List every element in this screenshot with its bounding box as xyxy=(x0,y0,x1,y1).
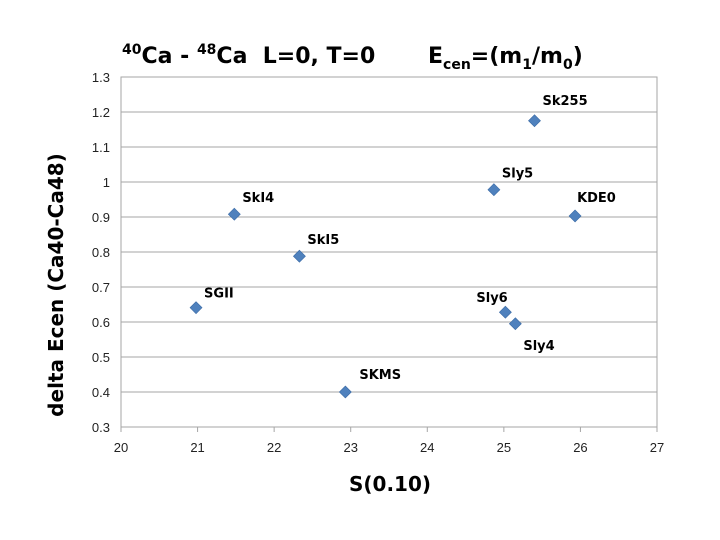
title-iso2-mass: 48 xyxy=(197,42,216,58)
y-tick-label: 0.9 xyxy=(92,210,110,225)
data-point-sly6 xyxy=(498,305,512,319)
point-label-sk255: Sk255 xyxy=(542,94,587,109)
title-energy-subscript: cen xyxy=(443,57,471,73)
y-tick-labels: 0.3 0.4 0.5 0.6 0.7 0.8 0.9 1 1.1 1.2 1.3 xyxy=(92,70,110,435)
point-label-skms: SKMS xyxy=(359,368,401,383)
y-tick-label: 1.2 xyxy=(92,105,110,120)
y-tick-label: 0.7 xyxy=(92,280,110,295)
point-label-ski5: SkI5 xyxy=(307,233,339,248)
data-point-sly4 xyxy=(508,317,522,331)
y-tick-label: 1.3 xyxy=(92,70,110,85)
title-energy: E xyxy=(428,44,443,69)
data-point-kde0 xyxy=(568,209,582,223)
point-label-kde0: KDE0 xyxy=(577,191,616,206)
title-separator: - xyxy=(172,44,196,69)
title-iso1-mass: 40 xyxy=(122,42,142,58)
title-equals: =(m xyxy=(471,44,522,69)
data-point-sly5 xyxy=(487,183,501,197)
x-tick-label: 22 xyxy=(267,440,281,455)
x-tick-label: 27 xyxy=(650,440,664,455)
title-close: ) xyxy=(573,44,583,69)
data-point-ski5 xyxy=(292,249,306,263)
y-tick-label: 0.6 xyxy=(92,315,110,330)
x-tick-label: 20 xyxy=(114,440,128,455)
title-slash: /m xyxy=(532,44,563,69)
chart-title-right: Ecen=(m1/m0) xyxy=(428,44,583,73)
point-labels: Sk255 Sly5 KDE0 SkI4 SkI5 SGII Sly6 Sly4 SKMS xyxy=(204,94,616,383)
y-tick-label: 0.3 xyxy=(92,420,110,435)
y-tick-label: 0.4 xyxy=(92,385,110,400)
data-points xyxy=(189,114,582,399)
x-tick-label: 25 xyxy=(497,440,511,455)
x-axis-label: S(0.10) xyxy=(349,472,431,496)
data-point-sgii xyxy=(189,301,203,315)
point-label-sly6: Sly6 xyxy=(476,291,507,306)
chart-title-left: 40Ca - 48Ca L=0, T=0 xyxy=(122,42,375,69)
title-iso2-symbol: Ca xyxy=(216,44,247,69)
point-label-sgii: SGII xyxy=(204,287,234,302)
point-label-ski4: SkI4 xyxy=(242,191,274,206)
y-tick-label: 1.1 xyxy=(92,140,110,155)
y-tick-label: 0.8 xyxy=(92,245,110,260)
data-point-ski4 xyxy=(227,207,241,221)
x-tick-label: 24 xyxy=(420,440,434,455)
y-axis-label: delta Ecen (Ca40-Ca48) xyxy=(44,153,68,417)
x-tick-labels: 20 21 22 23 24 25 26 27 xyxy=(114,427,664,455)
x-tick-label: 21 xyxy=(190,440,204,455)
title-m0-subscript: 0 xyxy=(563,57,573,73)
x-tick-label: 23 xyxy=(343,440,357,455)
title-conditions: L=0, T=0 xyxy=(247,44,375,69)
gridlines xyxy=(121,76,657,428)
data-point-skms xyxy=(338,385,352,399)
y-tick-label: 1 xyxy=(103,175,110,190)
point-label-sly5: Sly5 xyxy=(502,167,533,182)
title-m1-subscript: 1 xyxy=(522,57,532,73)
data-point-sk255 xyxy=(528,114,541,128)
y-tick-label: 0.5 xyxy=(92,350,110,365)
x-tick-label: 26 xyxy=(573,440,587,455)
title-iso1-symbol: Ca xyxy=(141,44,172,69)
point-label-sly4: Sly4 xyxy=(523,339,554,354)
